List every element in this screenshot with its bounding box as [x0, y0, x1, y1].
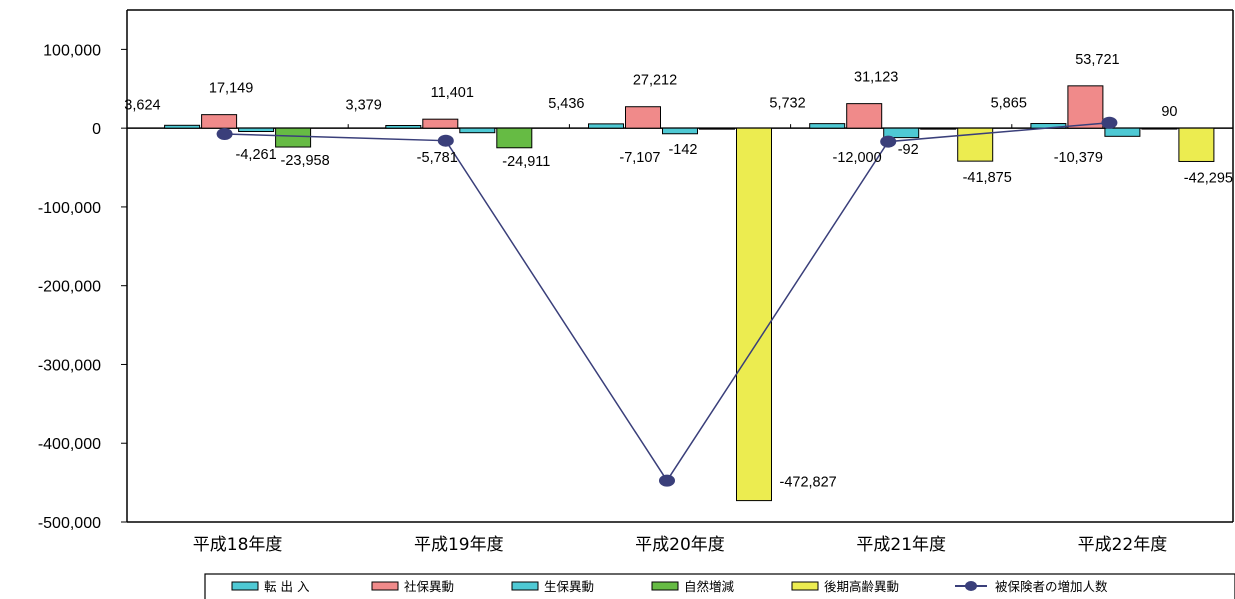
bar-2-3: [883, 127, 920, 139]
data-label: 5,732: [769, 96, 805, 112]
x-category-label: 平成19年度: [414, 535, 504, 555]
data-label: -23,958: [281, 153, 330, 169]
data-label: 31,123: [854, 70, 898, 86]
line-point-0: [216, 128, 233, 141]
data-label: 17,149: [209, 81, 253, 97]
data-label: 90: [1161, 104, 1177, 120]
x-category-label: 平成20年度: [635, 535, 725, 555]
x-category-label: 平成22年度: [1078, 535, 1168, 555]
bar-3-0: [275, 127, 312, 148]
data-label: 5,865: [991, 96, 1027, 112]
legend-swatch-0: [231, 581, 259, 591]
legend: 転 出 入 社保異動 生保異動 自然増減 後期高齢異動 被保険者の増加人数: [204, 573, 1235, 599]
y-tick-label: -400,000: [38, 436, 101, 453]
data-label: -41,875: [963, 170, 1012, 186]
legend-label-line: 被保険者の増加人数: [995, 579, 1108, 594]
bar-1-3: [846, 103, 883, 129]
data-label: -4,261: [236, 147, 277, 163]
legend-swatch-3: [651, 581, 679, 591]
bar-0-3: [809, 123, 846, 129]
x-axis: 平成18年度 平成19年度 平成20年度 平成21年度 平成22年度: [127, 124, 1233, 555]
data-label: -24,911: [502, 154, 550, 170]
bar-1-0: [201, 114, 238, 129]
bar-4-2: [736, 127, 772, 502]
line-series: [216, 116, 1118, 487]
y-tick-label: -100,000: [38, 200, 101, 217]
legend-line-marker: [965, 581, 977, 591]
bar-2-0: [238, 127, 275, 133]
line-point-3: [880, 135, 897, 148]
legend-swatch-4: [791, 581, 819, 591]
bar-0-1: [385, 124, 422, 129]
bar-2-2: [662, 127, 698, 135]
line-point-4: [1101, 116, 1118, 129]
data-label: -12,000: [833, 150, 882, 166]
legend-label-3: 自然増減: [684, 579, 735, 594]
data-label: 27,212: [633, 73, 677, 89]
bar-4-4: [1178, 127, 1215, 162]
legend-swatch-1: [371, 581, 399, 591]
line-point-1: [437, 134, 454, 147]
bar-2-4: [1104, 127, 1141, 137]
data-label: -92: [898, 142, 919, 158]
data-label: -42,295: [1184, 170, 1233, 186]
legend-label-4: 後期高齢異動: [824, 579, 899, 594]
x-category-label: 平成21年度: [856, 535, 946, 555]
bar-3-4: [1141, 127, 1178, 130]
y-tick-label: -200,000: [38, 279, 101, 296]
legend-swatch-2: [511, 581, 539, 591]
legend-label-0: 転 出 入: [264, 579, 310, 594]
data-label: 53,721: [1075, 52, 1119, 68]
x-category-label: 平成18年度: [193, 535, 283, 555]
bar-3-3: [920, 127, 957, 130]
y-axis: 100,000 0 -100,000 -200,000 -300,000 -400,000…: [38, 9, 1234, 532]
bar-0-0: [164, 124, 201, 129]
bar-1-4: [1067, 85, 1104, 129]
bar-3-2: [699, 127, 735, 130]
data-label: 3,624: [124, 97, 160, 113]
bar-3-1: [496, 127, 533, 149]
y-tick-label: 0: [92, 121, 101, 138]
data-label: -7,107: [619, 150, 660, 166]
y-tick-label: -300,000: [38, 357, 101, 374]
bars: [164, 85, 1215, 502]
data-label: -10,379: [1054, 150, 1103, 166]
bar-1-2: [625, 106, 661, 129]
data-label: 5,436: [548, 96, 584, 112]
legend-label-2: 生保異動: [544, 579, 594, 594]
data-label: -142: [668, 142, 697, 158]
bar-0-2: [588, 123, 624, 129]
y-tick-label: 100,000: [43, 42, 101, 59]
y-tick-label: -500,000: [38, 515, 101, 532]
data-label: 11,401: [431, 85, 474, 101]
data-label: -472,827: [780, 475, 837, 491]
data-labels: 3,624 17,149 -4,261 -23,958 3,379 11,401 -5,78…: [124, 52, 1233, 491]
legend-label-1: 社保異動: [404, 579, 454, 594]
bar-1-1: [422, 118, 459, 129]
bar-2-1: [459, 127, 496, 134]
line-point-2: [659, 474, 675, 487]
data-label: 3,379: [346, 97, 382, 113]
data-label: -5,781: [417, 150, 458, 166]
